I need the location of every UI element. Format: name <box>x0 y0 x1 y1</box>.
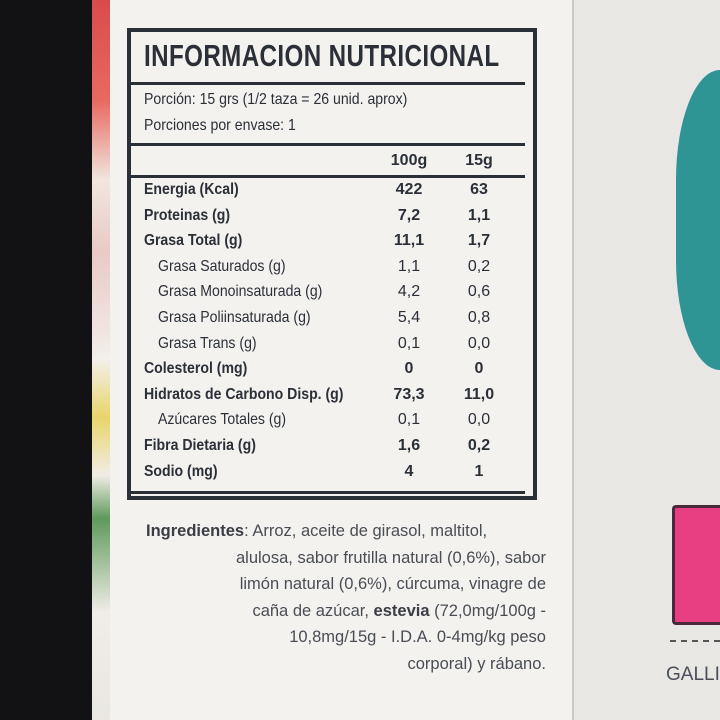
value-100g: 73,3 <box>393 385 425 403</box>
ingredients-line: limón natural (0,6%), cúrcuma, vinagre d… <box>239 575 546 593</box>
column-header-15g: 15g <box>465 152 493 169</box>
nutrient-row: Grasa Monoinsaturada (g) 4,2 0,6 <box>144 283 524 308</box>
value-15g: 1,1 <box>467 206 491 224</box>
nutrient-name: Proteinas (g) <box>144 206 231 224</box>
nutrient-row: Sodio (mg) 4 1 <box>144 463 524 488</box>
nutrient-name: Grasa Total (g) <box>144 232 243 250</box>
ingredients-line: alulosa, sabor frutilla natural (0,6%), … <box>236 548 546 567</box>
nutrient-row: Grasa Saturados (g) 1,1 0,2 <box>144 258 524 283</box>
value-15g: 0,6 <box>467 283 491 301</box>
nutrient-row: Energia (Kcal) 422 63 <box>144 181 524 206</box>
value-100g: 0,1 <box>397 334 421 352</box>
ingredient-highlight: estevia <box>373 601 430 620</box>
nutrient-row: Proteinas (g) 7,2 1,1 <box>144 207 524 232</box>
divider <box>130 143 525 146</box>
value-15g: 0,2 <box>467 257 491 275</box>
value-100g: 4,2 <box>397 283 421 301</box>
value-100g: 0,1 <box>397 411 421 429</box>
value-100g: 4 <box>404 462 414 480</box>
value-100g: 1,6 <box>397 437 421 454</box>
divider <box>130 491 525 494</box>
nutrient-name: Grasa Saturados (g) <box>158 257 286 275</box>
serving-size: Porción: 15 grs (1/2 taza = 26 unid. apr… <box>144 91 408 108</box>
nutrient-row: Colesterol (mg) 0 0 <box>144 360 524 385</box>
divider <box>130 175 525 178</box>
ingredients-line: corporal) y rábano. <box>407 654 547 673</box>
dark-background <box>0 0 100 720</box>
nutrient-name: Grasa Trans (g) <box>158 334 257 352</box>
value-15g: 0,8 <box>467 309 491 326</box>
value-15g: 63 <box>470 181 488 198</box>
value-15g: 0,2 <box>467 437 491 454</box>
nutrient-name: Grasa Monoinsaturada (g) <box>158 283 323 301</box>
nutrient-row: Grasa Total (g) 11,1 1,7 <box>144 232 524 257</box>
ingredients-line: : Arroz, aceite de girasol, maltitol, <box>244 522 488 540</box>
package-label <box>110 0 572 720</box>
ingredients-text: Ingredientes: Arroz, aceite de girasol, … <box>146 518 546 677</box>
servings-per-container: Porciones por envase: 1 <box>144 117 296 134</box>
divider <box>670 640 720 642</box>
nutrition-title: INFORMACION NUTRICIONAL <box>144 38 500 73</box>
nutrient-name: Sodio (mg) <box>144 462 218 480</box>
value-100g: 5,4 <box>397 309 421 326</box>
value-15g: 1,7 <box>467 232 491 250</box>
nutrient-name: Fibra Dietaria (g) <box>144 437 256 454</box>
teal-circle-graphic <box>676 70 720 370</box>
nutrient-name: Hidratos de Carbono Disp. (g) <box>144 385 344 403</box>
ingredients-line: (72,0mg/100g - <box>429 601 546 620</box>
nutrient-row: Fibra Dietaria (g) 1,6 0,2 <box>144 437 524 462</box>
value-15g: 1 <box>474 462 484 480</box>
value-15g: 0 <box>474 360 484 378</box>
value-100g: 422 <box>395 181 423 198</box>
value-15g: 0,0 <box>467 334 491 352</box>
nutrient-name: Grasa Poliinsaturada (g) <box>158 309 311 326</box>
nutrient-row: Grasa Trans (g) 0,1 0,0 <box>144 335 524 360</box>
value-100g: 1,1 <box>397 257 421 275</box>
value-100g: 11,1 <box>393 232 425 250</box>
nutrition-facts-box <box>127 28 537 500</box>
column-header-100g: 100g <box>390 152 428 169</box>
nutrient-row: Hidratos de Carbono Disp. (g) 73,3 11,0 <box>144 386 524 411</box>
brand-logo <box>672 505 720 625</box>
nutrient-row: Grasa Poliinsaturada (g) 5,4 0,8 <box>144 309 524 334</box>
ingredients-heading: Ingredientes <box>146 522 245 540</box>
nutrient-name: Colesterol (mg) <box>144 360 248 378</box>
value-100g: 0 <box>404 360 414 378</box>
value-15g: 11,0 <box>463 385 495 403</box>
nutrient-row: Azúcares Totales (g) 0,1 0,0 <box>144 411 524 436</box>
divider <box>130 82 525 85</box>
value-100g: 7,2 <box>397 206 421 224</box>
value-15g: 0,0 <box>467 411 491 429</box>
ingredients-line: 10,8mg/15g - I.D.A. 0-4mg/kg peso <box>289 628 546 646</box>
brand-subtitle: GALLI <box>666 664 720 685</box>
nutrient-name: Azúcares Totales (g) <box>158 411 287 429</box>
nutrient-name: Energia (Kcal) <box>144 181 239 198</box>
ingredients-line: caña de azúcar, <box>252 601 374 620</box>
